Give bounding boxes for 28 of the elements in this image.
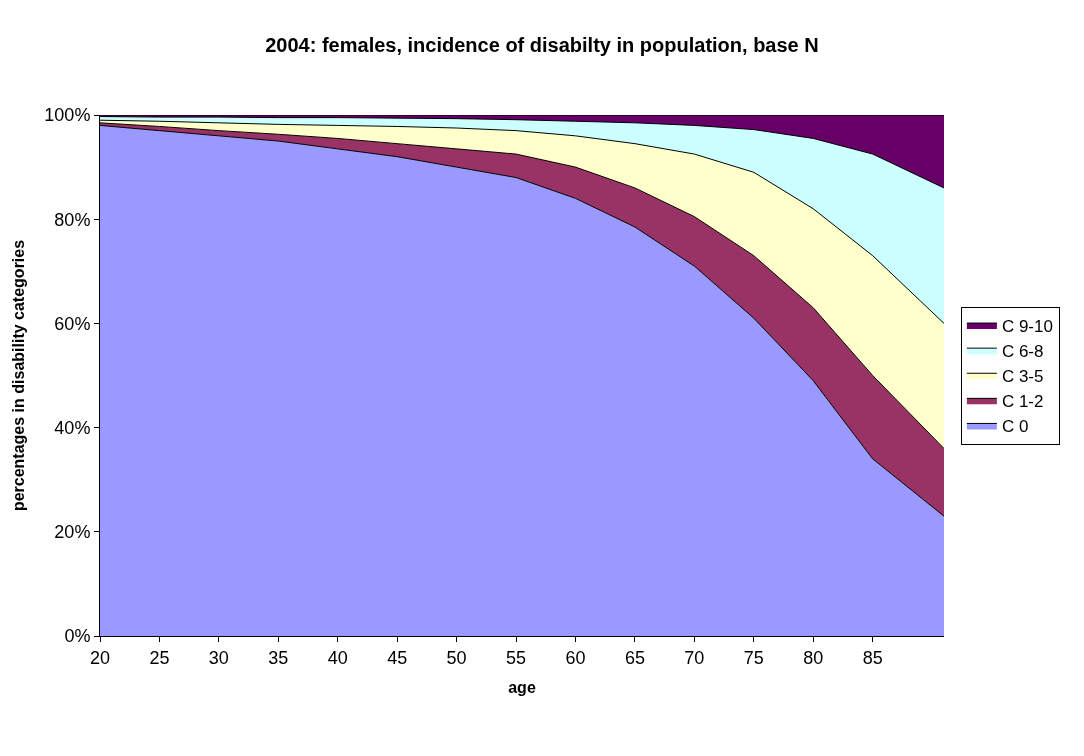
y-tick-label: 40% (54, 417, 91, 438)
x-tick-label: 25 (149, 647, 170, 668)
legend-label: C 6-8 (1001, 341, 1044, 361)
legend-label: C 9-10 (1001, 316, 1053, 336)
x-tick-label: 70 (684, 647, 705, 668)
legend-label: C 0 (1001, 417, 1029, 437)
y-tick-label: 80% (54, 209, 91, 230)
x-tick-label: 75 (743, 647, 764, 668)
x-tick-label: 35 (268, 647, 289, 668)
x-tick-label: 20 (89, 647, 111, 668)
y-tick-label: 100% (44, 105, 91, 126)
legend-label: C 3-5 (1001, 366, 1044, 386)
x-tick-label: 45 (387, 647, 408, 668)
x-tick-label: 80 (803, 647, 824, 668)
x-axis-title: age (508, 679, 536, 697)
x-tick-label: 40 (327, 647, 348, 668)
y-tick-label: 60% (54, 313, 91, 334)
legend-label: C 1-2 (1001, 391, 1044, 411)
y-axis-title: percentages in disability categories (10, 239, 28, 512)
x-tick-label: 85 (862, 647, 883, 668)
chart-title: 2004: females, incidence of disabilty in population, base N (265, 33, 819, 56)
y-tick-label: 20% (54, 522, 91, 543)
x-tick-label: 65 (624, 647, 645, 668)
x-tick-label: 50 (446, 647, 467, 668)
y-tick-label: 0% (64, 626, 91, 647)
x-tick-label: 55 (506, 647, 527, 668)
x-tick-label: 60 (565, 647, 586, 668)
x-tick-label: 30 (208, 647, 229, 668)
